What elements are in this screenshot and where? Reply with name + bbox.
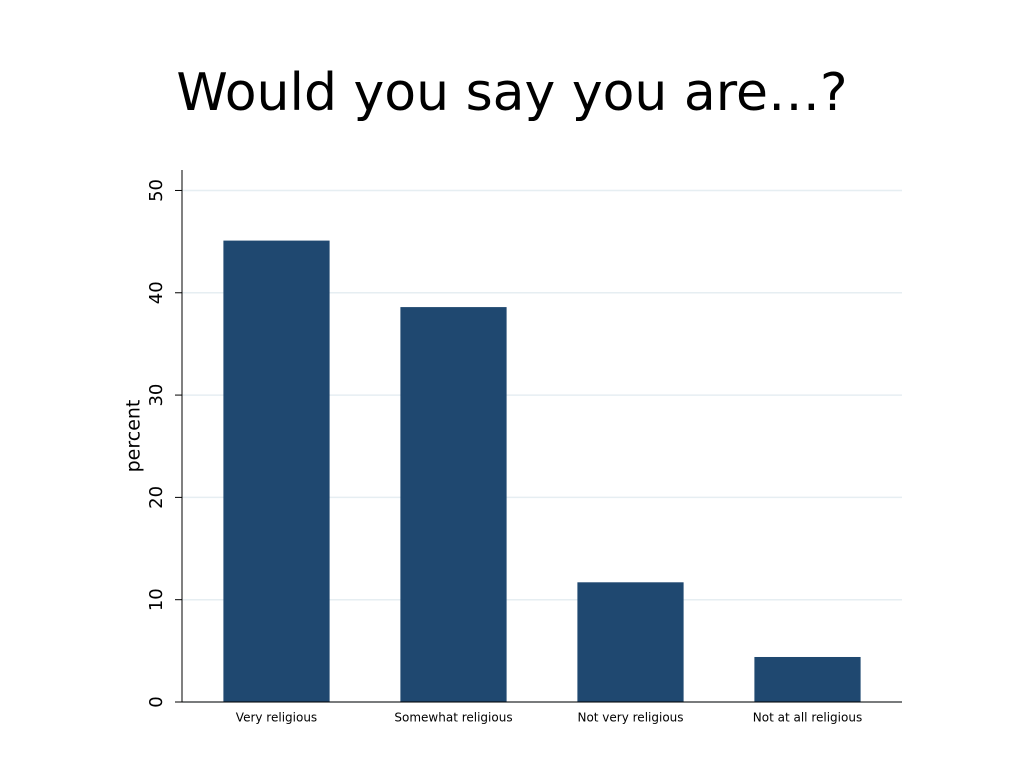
y-tick-label: 50 <box>146 179 167 202</box>
y-tick-label: 0 <box>146 696 167 707</box>
x-tick-label: Not very religious <box>577 711 683 725</box>
y-tick-label: 30 <box>146 384 167 407</box>
x-tick-label: Very religious <box>236 711 317 725</box>
y-tick-label: 40 <box>146 281 167 304</box>
y-tick-label: 10 <box>146 588 167 611</box>
bar <box>577 582 684 702</box>
y-axis-label: percent <box>123 400 145 473</box>
chart-title: Would you say you are…? <box>176 63 847 123</box>
y-tick-label: 20 <box>146 486 167 509</box>
bar <box>400 307 507 702</box>
bar <box>223 240 330 703</box>
x-tick-label: Somewhat religious <box>394 711 512 725</box>
bar <box>754 656 861 702</box>
x-tick-label: Not at all religious <box>753 711 862 725</box>
